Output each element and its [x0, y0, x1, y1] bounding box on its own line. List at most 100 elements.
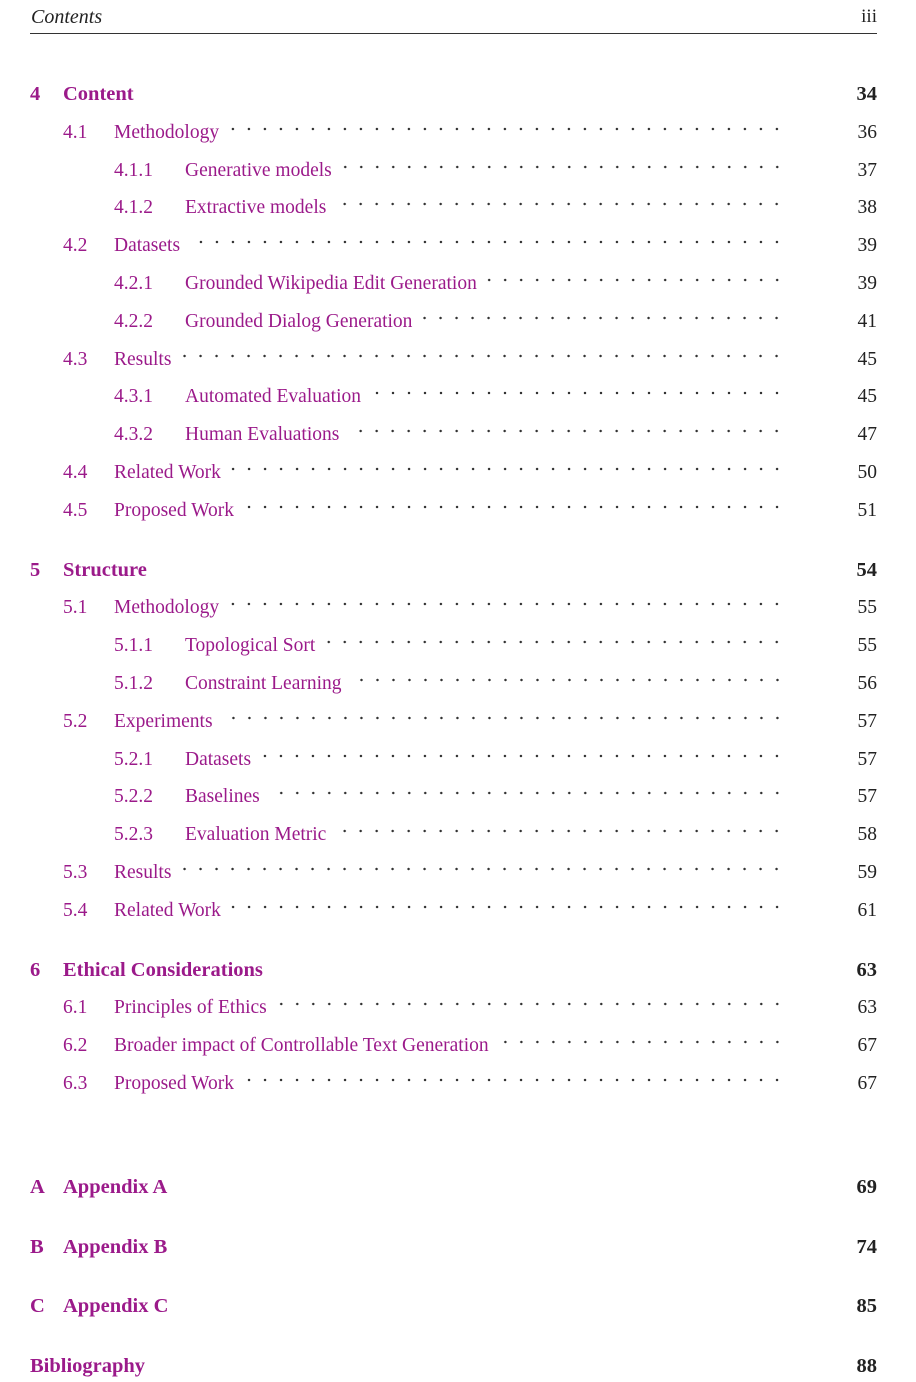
toc-entry-subsection[interactable]: 4.1.2 Extractive models 38	[30, 183, 877, 221]
toc-entry-page[interactable]: 67	[857, 1035, 878, 1057]
toc-entry-title[interactable]: Related Work	[114, 899, 221, 921]
toc-entry-page[interactable]: 39	[857, 272, 878, 294]
toc-entry-title[interactable]: Datasets	[185, 748, 252, 770]
toc-entry-page[interactable]: 55	[857, 635, 878, 657]
toc-entry-title[interactable]: Evaluation Metric	[185, 824, 327, 846]
toc-entry-page[interactable]: 37	[857, 159, 878, 181]
toc-entry-page[interactable]: 69	[856, 1175, 878, 1198]
toc-entry-subsection[interactable]: 4.2.2 Grounded Dialog Generation 41	[30, 296, 878, 335]
toc-entry-chapter[interactable]: C Appendix C 85	[30, 1282, 877, 1320]
toc-entry-section[interactable]: 4.1 Methodology 36	[30, 107, 878, 146]
toc-entry-subsection[interactable]: 4.2.1 Grounded Wikipedia Edit Generation 3…	[30, 258, 878, 297]
toc-entry-subsection[interactable]: 5.2.1 Datasets 57	[30, 734, 878, 773]
toc-entry-subsection[interactable]: 5.2.3 Evaluation Metric 58	[30, 810, 877, 848]
toc-entry-section[interactable]: 5.1 Methodology 55	[30, 583, 877, 621]
toc-entry-page[interactable]: 39	[857, 235, 878, 257]
toc-entry-page[interactable]: 67	[857, 1072, 878, 1094]
toc-entry-page[interactable]: 45	[857, 386, 878, 408]
toc-entry-section[interactable]: 4.5 Proposed Work 51	[30, 485, 878, 524]
toc-entry-subsection[interactable]: 4.3.2 Human Evaluations 47	[30, 410, 877, 448]
toc-entry-title[interactable]: Generative models	[185, 159, 332, 181]
toc-entry-page[interactable]: 50	[857, 461, 878, 483]
toc-entry-title[interactable]: Principles of Ethics	[114, 997, 267, 1019]
toc-entry-subsection[interactable]: 5.1.2 Constraint Learning 56	[30, 658, 878, 697]
toc-entry-section[interactable]: 6.3 Proposed Work 67	[30, 1058, 878, 1097]
toc-entry-title[interactable]: Extractive models	[185, 197, 327, 219]
toc-entry-page[interactable]: 45	[857, 348, 878, 370]
toc-entry-title[interactable]: Experiments	[114, 710, 213, 732]
toc-entry-title[interactable]: Appendix B	[63, 1235, 168, 1258]
toc-entry-section[interactable]: 6.2 Broader impact of Controllable Text G…	[30, 1021, 877, 1059]
toc-entry-title[interactable]: Baselines	[185, 786, 260, 808]
toc-entry-chapter[interactable]: B Appendix B 74	[30, 1223, 877, 1261]
toc-entry-title[interactable]: Methodology	[114, 121, 220, 143]
toc-entry-page[interactable]: 51	[857, 499, 878, 521]
toc-entry-section[interactable]: 5.4 Related Work 61	[30, 885, 878, 924]
toc-entry-number: 4.2	[63, 235, 88, 257]
toc-entry-page[interactable]: 88	[856, 1355, 878, 1378]
toc-entry-subsection[interactable]: 4.1.1 Generative models 37	[30, 145, 878, 184]
toc-entry-page[interactable]: 85	[856, 1295, 878, 1318]
toc-entry-page[interactable]: 58	[857, 824, 878, 846]
toc-entry-subsection[interactable]: 4.3.1 Automated Evaluation 45	[30, 372, 877, 410]
toc-entry-title[interactable]: Proposed Work	[114, 1072, 234, 1094]
toc-entry-title[interactable]: Related Work	[114, 461, 221, 483]
toc-entry-section[interactable]: 5.2 Experiments 57	[30, 696, 878, 735]
toc-entry-title[interactable]: Ethical Considerations	[63, 958, 263, 981]
toc-entry-title[interactable]: Proposed Work	[114, 499, 234, 521]
toc-entry-section[interactable]: 6.1 Principles of Ethics 63	[30, 983, 877, 1021]
toc-entry-title[interactable]: Methodology	[114, 597, 220, 619]
toc-entry-section[interactable]: 4.3 Results 45	[30, 334, 878, 373]
toc-entry-page[interactable]: 57	[857, 710, 878, 732]
toc-entry-title[interactable]: Appendix C	[63, 1295, 169, 1318]
toc-entry-subsection[interactable]: 5.2.2 Baselines 57	[30, 772, 877, 810]
toc-entry-title[interactable]: Results	[114, 348, 172, 370]
toc-entry-title[interactable]: Automated Evaluation	[185, 386, 361, 408]
toc-entry-page[interactable]: 57	[857, 786, 878, 808]
toc-entry-title[interactable]: Results	[114, 861, 172, 883]
toc-entry-title[interactable]: Topological Sort	[185, 635, 316, 657]
toc-entry-page[interactable]: 34	[856, 83, 878, 105]
toc-entry-page[interactable]: 36	[857, 121, 878, 143]
header-title: Contents	[31, 6, 103, 28]
toc-entry-number: 4.1.1	[114, 159, 153, 181]
dot-leader	[227, 583, 785, 614]
toc-entry-section[interactable]: 5.3 Results 59	[30, 847, 878, 886]
toc-entry-page[interactable]: 59	[857, 861, 878, 883]
toc-entry-title[interactable]: Appendix A	[63, 1175, 168, 1198]
toc-entry-title[interactable]: Human Evaluations	[185, 424, 340, 446]
toc-entry-section[interactable]: 4.4 Related Work 50	[30, 447, 878, 486]
toc-entry-page[interactable]: 57	[857, 748, 878, 770]
toc-entry-chapter[interactable]: 5 Structure 54	[30, 546, 877, 584]
toc-entry-chapter[interactable]: A Appendix A 69	[30, 1163, 877, 1201]
toc-entry-page[interactable]: 41	[857, 310, 878, 332]
toc-entry-title[interactable]: Constraint Learning	[185, 672, 342, 694]
toc-entry-number: 5.2.1	[114, 748, 153, 770]
toc-entry-chapter[interactable]: 4 Content 34	[30, 70, 877, 108]
toc-entry-title[interactable]: Broader impact of Controllable Text Gene…	[114, 1035, 489, 1057]
toc-entry-chapter[interactable]: Bibliography 88	[30, 1342, 877, 1380]
toc-entry-subsection[interactable]: 5.1.1 Topological Sort 55	[30, 621, 877, 659]
toc-entry-title[interactable]: Grounded Wikipedia Edit Generation	[185, 272, 477, 294]
dot-leader	[241, 1058, 785, 1089]
toc-entry-page[interactable]: 63	[856, 958, 878, 981]
toc-entry-number: 4.4	[63, 461, 88, 483]
toc-entry-title[interactable]: Datasets	[114, 235, 181, 257]
toc-entry-section[interactable]: 4.2 Datasets 39	[30, 221, 877, 259]
toc-entry-title[interactable]: Bibliography	[30, 1355, 146, 1378]
toc-entry-page[interactable]: 54	[856, 558, 878, 581]
toc-entry-page[interactable]: 55	[857, 597, 878, 619]
toc-entry-chapter[interactable]: 6 Ethical Considerations 63	[30, 946, 877, 984]
toc-entry-title[interactable]: Structure	[63, 558, 147, 581]
toc-entry-number: 4.3.2	[114, 424, 153, 446]
toc-entry-page[interactable]: 74	[856, 1235, 878, 1258]
toc-entry-page[interactable]: 61	[857, 899, 878, 921]
toc-entry-title[interactable]: Grounded Dialog Generation	[185, 310, 413, 332]
toc-entry-title[interactable]: Content	[63, 83, 134, 105]
toc-entry-page[interactable]: 56	[857, 672, 878, 694]
toc-entry-page[interactable]: 63	[857, 997, 878, 1019]
toc-entry-page[interactable]: 47	[857, 424, 878, 446]
toc-entry-page[interactable]: 38	[857, 197, 878, 219]
toc-entry-number: 6.2	[63, 1035, 88, 1057]
dot-leader	[179, 334, 785, 365]
